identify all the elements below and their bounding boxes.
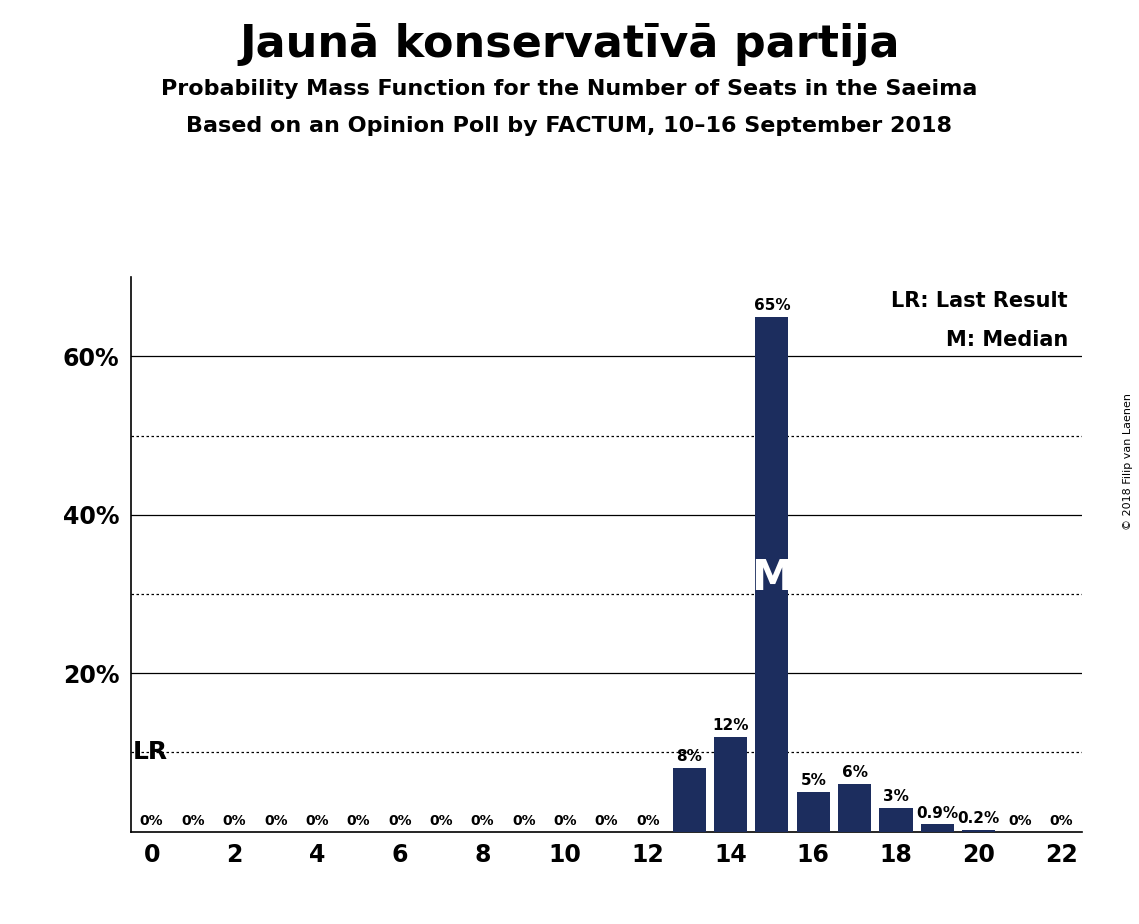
Text: 0%: 0% bbox=[222, 814, 246, 829]
Text: 0%: 0% bbox=[636, 814, 659, 829]
Text: 5%: 5% bbox=[801, 773, 826, 788]
Text: M: Median: M: Median bbox=[945, 330, 1067, 350]
Text: 0%: 0% bbox=[554, 814, 577, 829]
Bar bbox=[920, 824, 953, 832]
Text: 0%: 0% bbox=[346, 814, 370, 829]
Text: 0%: 0% bbox=[140, 814, 164, 829]
Text: M: M bbox=[751, 557, 793, 599]
Bar bbox=[838, 784, 871, 832]
Text: LR: Last Result: LR: Last Result bbox=[891, 291, 1067, 311]
Text: 0%: 0% bbox=[388, 814, 411, 829]
Bar bbox=[673, 768, 706, 832]
Text: 0.9%: 0.9% bbox=[916, 806, 958, 821]
Bar bbox=[755, 317, 788, 832]
Text: 0%: 0% bbox=[264, 814, 287, 829]
Text: 0%: 0% bbox=[305, 814, 329, 829]
Text: 0%: 0% bbox=[513, 814, 535, 829]
Text: 0%: 0% bbox=[1049, 814, 1073, 829]
Text: Jaunā konservatīvā partija: Jaunā konservatīvā partija bbox=[239, 23, 900, 67]
Text: © 2018 Filip van Laenen: © 2018 Filip van Laenen bbox=[1123, 394, 1133, 530]
Text: Based on an Opinion Poll by FACTUM, 10–16 September 2018: Based on an Opinion Poll by FACTUM, 10–1… bbox=[187, 116, 952, 136]
Text: 3%: 3% bbox=[883, 789, 909, 804]
Bar bbox=[879, 808, 912, 832]
Bar bbox=[714, 736, 747, 832]
Bar bbox=[962, 830, 995, 832]
Text: 12%: 12% bbox=[712, 718, 748, 733]
Text: Probability Mass Function for the Number of Seats in the Saeima: Probability Mass Function for the Number… bbox=[162, 79, 977, 99]
Bar bbox=[796, 792, 830, 832]
Text: 0%: 0% bbox=[595, 814, 618, 829]
Text: 0%: 0% bbox=[429, 814, 453, 829]
Text: 8%: 8% bbox=[677, 749, 702, 764]
Text: 0%: 0% bbox=[1008, 814, 1032, 829]
Text: 0%: 0% bbox=[470, 814, 494, 829]
Text: 65%: 65% bbox=[754, 298, 790, 313]
Text: 0.2%: 0.2% bbox=[958, 811, 1000, 826]
Text: 0%: 0% bbox=[181, 814, 205, 829]
Text: 6%: 6% bbox=[842, 765, 868, 780]
Text: LR: LR bbox=[133, 740, 169, 764]
